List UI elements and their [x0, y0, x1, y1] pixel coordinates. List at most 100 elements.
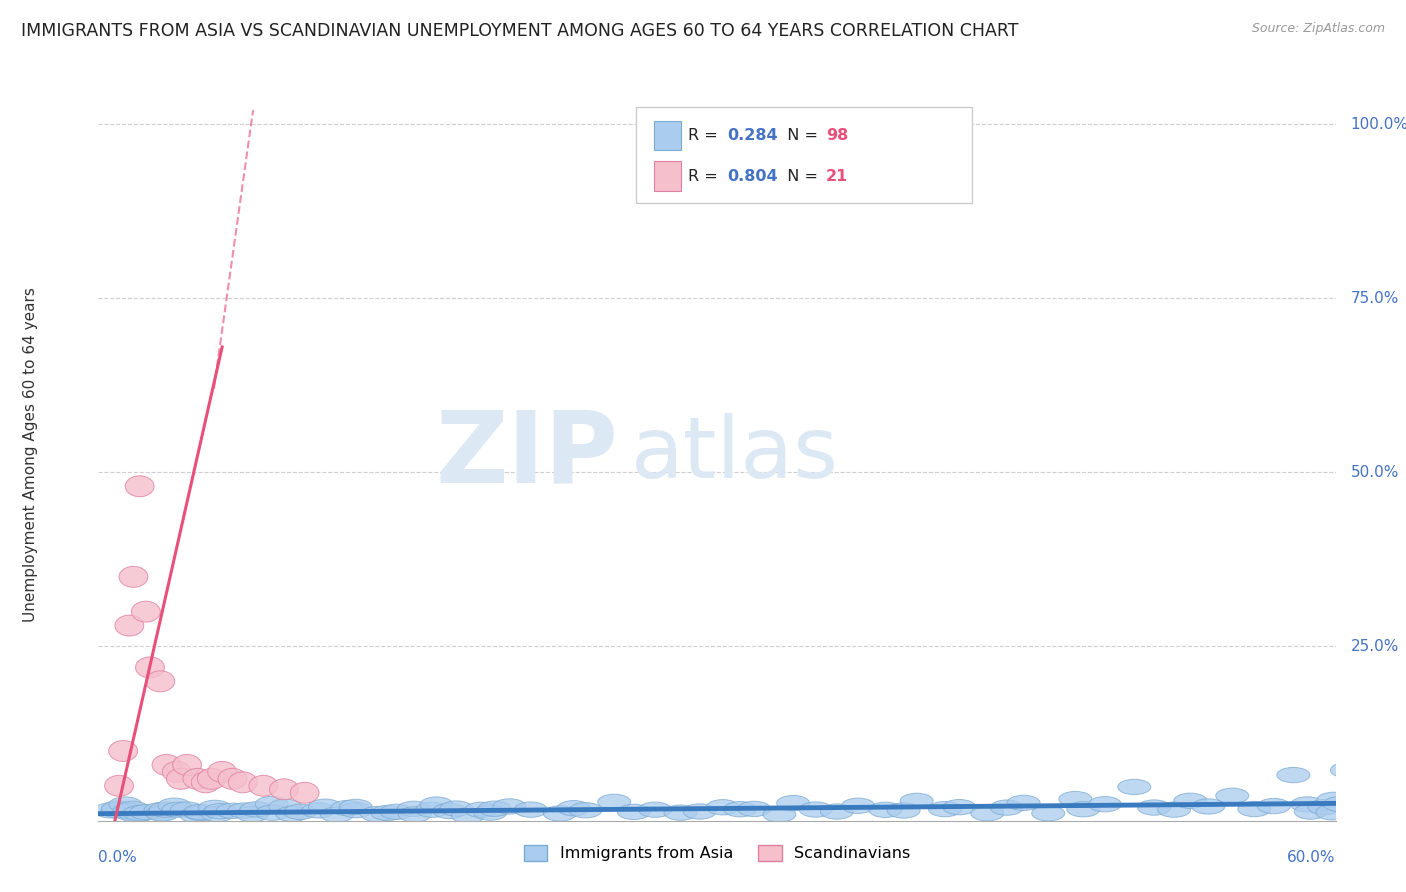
- Ellipse shape: [420, 797, 453, 813]
- Ellipse shape: [1257, 798, 1291, 814]
- Ellipse shape: [1007, 796, 1040, 811]
- Ellipse shape: [290, 782, 319, 803]
- Ellipse shape: [249, 775, 278, 797]
- Legend: Immigrants from Asia, Scandinavians: Immigrants from Asia, Scandinavians: [517, 838, 917, 868]
- Ellipse shape: [990, 800, 1024, 815]
- Ellipse shape: [184, 805, 217, 821]
- Ellipse shape: [1330, 763, 1364, 778]
- Ellipse shape: [1337, 804, 1369, 820]
- Ellipse shape: [451, 808, 485, 823]
- Text: N =: N =: [778, 128, 823, 144]
- Ellipse shape: [269, 799, 302, 814]
- Ellipse shape: [1277, 767, 1310, 782]
- Ellipse shape: [149, 802, 183, 817]
- Ellipse shape: [478, 801, 512, 816]
- Ellipse shape: [162, 802, 195, 817]
- Ellipse shape: [821, 804, 853, 819]
- Ellipse shape: [1174, 793, 1206, 808]
- Ellipse shape: [152, 755, 181, 775]
- Ellipse shape: [799, 802, 832, 817]
- Ellipse shape: [125, 475, 155, 497]
- Ellipse shape: [1118, 780, 1150, 795]
- Ellipse shape: [617, 805, 651, 820]
- Ellipse shape: [204, 804, 236, 819]
- Ellipse shape: [440, 801, 472, 816]
- Ellipse shape: [887, 803, 920, 818]
- Ellipse shape: [217, 803, 249, 819]
- Ellipse shape: [569, 803, 602, 818]
- Ellipse shape: [515, 802, 547, 817]
- Ellipse shape: [197, 768, 226, 789]
- Ellipse shape: [276, 806, 309, 822]
- Ellipse shape: [124, 805, 156, 821]
- Ellipse shape: [970, 805, 1004, 821]
- Ellipse shape: [104, 775, 134, 797]
- Text: 21: 21: [827, 169, 848, 184]
- Ellipse shape: [135, 657, 165, 678]
- Ellipse shape: [240, 802, 273, 817]
- Ellipse shape: [724, 802, 756, 817]
- Text: 0.804: 0.804: [728, 169, 779, 184]
- Ellipse shape: [228, 772, 257, 793]
- Ellipse shape: [162, 762, 191, 782]
- Ellipse shape: [131, 601, 160, 622]
- Ellipse shape: [598, 794, 631, 810]
- Ellipse shape: [339, 799, 373, 814]
- Ellipse shape: [763, 806, 796, 822]
- Ellipse shape: [683, 804, 716, 819]
- Text: 0.0%: 0.0%: [98, 850, 138, 865]
- Ellipse shape: [1294, 804, 1327, 819]
- Ellipse shape: [180, 808, 214, 823]
- Ellipse shape: [1237, 801, 1271, 817]
- Ellipse shape: [112, 803, 146, 819]
- Text: 0.284: 0.284: [728, 128, 779, 144]
- Text: N =: N =: [778, 169, 823, 184]
- Ellipse shape: [474, 805, 506, 821]
- Ellipse shape: [321, 807, 353, 822]
- Ellipse shape: [143, 803, 177, 818]
- Text: ZIP: ZIP: [436, 407, 619, 503]
- Ellipse shape: [1317, 792, 1350, 807]
- Ellipse shape: [339, 803, 373, 818]
- Ellipse shape: [112, 805, 146, 821]
- Ellipse shape: [101, 803, 134, 818]
- Ellipse shape: [1291, 797, 1324, 812]
- Ellipse shape: [256, 797, 288, 812]
- Ellipse shape: [371, 805, 404, 821]
- Ellipse shape: [1308, 799, 1341, 814]
- Text: 98: 98: [827, 128, 848, 144]
- Ellipse shape: [208, 762, 236, 782]
- Ellipse shape: [1323, 797, 1357, 812]
- Text: 75.0%: 75.0%: [1351, 291, 1399, 306]
- Ellipse shape: [120, 566, 148, 587]
- Ellipse shape: [256, 805, 288, 821]
- Ellipse shape: [664, 805, 697, 821]
- Ellipse shape: [416, 802, 449, 817]
- Ellipse shape: [120, 807, 153, 822]
- Ellipse shape: [129, 805, 163, 820]
- Ellipse shape: [869, 802, 901, 817]
- Ellipse shape: [464, 802, 498, 817]
- Text: 100.0%: 100.0%: [1351, 117, 1406, 131]
- Text: 60.0%: 60.0%: [1288, 850, 1336, 865]
- Text: Source: ZipAtlas.com: Source: ZipAtlas.com: [1251, 22, 1385, 36]
- Ellipse shape: [115, 615, 143, 636]
- Ellipse shape: [201, 806, 233, 822]
- Ellipse shape: [218, 768, 247, 789]
- Ellipse shape: [146, 805, 179, 822]
- Ellipse shape: [900, 793, 934, 808]
- Ellipse shape: [302, 803, 335, 818]
- Ellipse shape: [1157, 802, 1191, 817]
- Ellipse shape: [146, 671, 174, 692]
- Text: IMMIGRANTS FROM ASIA VS SCANDINAVIAN UNEMPLOYMENT AMONG AGES 60 TO 64 YEARS CORR: IMMIGRANTS FROM ASIA VS SCANDINAVIAN UNE…: [21, 22, 1018, 40]
- Ellipse shape: [184, 805, 217, 820]
- Ellipse shape: [228, 803, 260, 818]
- Ellipse shape: [166, 768, 195, 789]
- Ellipse shape: [928, 801, 962, 817]
- Ellipse shape: [157, 798, 191, 814]
- Ellipse shape: [1192, 799, 1225, 814]
- Text: Unemployment Among Ages 60 to 64 years: Unemployment Among Ages 60 to 64 years: [22, 287, 38, 623]
- Ellipse shape: [398, 806, 432, 822]
- Ellipse shape: [433, 804, 465, 819]
- Ellipse shape: [108, 797, 142, 813]
